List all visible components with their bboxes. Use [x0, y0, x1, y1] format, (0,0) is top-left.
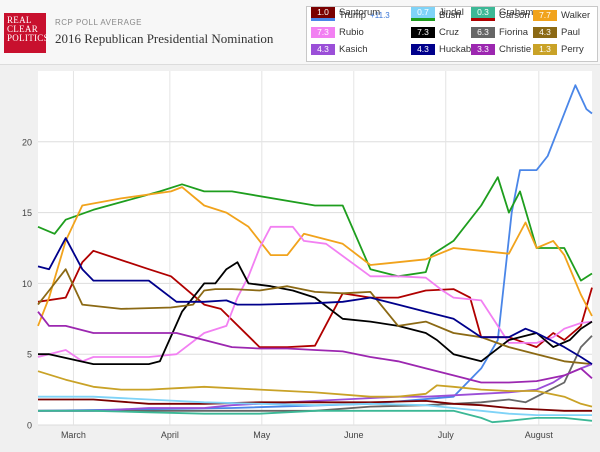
x-tick-label: August [525, 430, 554, 440]
legend-value: 7.7 [533, 10, 557, 21]
legend-label: Santorum [339, 7, 381, 18]
y-tick-label: 10 [22, 279, 32, 289]
series-line-perry [37, 370, 593, 408]
legend-value: 1.0 [311, 7, 335, 18]
series-line-christie [37, 311, 593, 384]
series-line-graham [38, 409, 593, 424]
legend-label: Kasich [339, 44, 368, 55]
y-tick-label: 0 [27, 421, 32, 431]
series-line-fiorina [38, 335, 593, 412]
legend-item-christie[interactable]: 3.3 Christie [471, 44, 531, 56]
legend-value: 7.3 [411, 27, 435, 38]
legend-item-santorum[interactable]: 1.0 Santorum [311, 7, 380, 19]
legend-value: 4.3 [311, 44, 335, 55]
legend-item-perry[interactable]: 1.3 Perry [533, 44, 584, 56]
legend-value: 6.3 [471, 27, 495, 38]
legend-item-walker[interactable]: 7.7 Walker [533, 10, 590, 22]
legend-item-cruz[interactable]: 7.3 Cruz [411, 27, 459, 39]
y-tick-label: 20 [22, 137, 32, 147]
legend-label: Fiorina [499, 27, 529, 38]
series-line-paul [37, 268, 593, 365]
chart-subtitle: RCP POLL AVERAGE [55, 18, 142, 27]
x-tick-label: June [344, 430, 364, 440]
legend-item-jindal[interactable]: 0.7 Jindal [411, 7, 464, 19]
legend-label: Trump [339, 10, 367, 21]
legend-change: +11.3 [370, 11, 390, 20]
legend: 22.0Trump+11.310.7Bush9.7Carson7.7Walker… [306, 6, 598, 62]
legend-label: Graham [499, 7, 534, 18]
legend-label: Perry [561, 44, 584, 55]
legend-label: Rubio [339, 27, 364, 38]
rcp-logo: REAL CLEAR POLITICS [4, 13, 49, 53]
legend-label: Huckabee [439, 44, 482, 55]
legend-label: Paul [561, 27, 581, 38]
x-tick-label: April [161, 430, 179, 440]
legend-label: Carson [499, 10, 530, 21]
y-tick-label: 15 [22, 208, 32, 218]
legend-label: Bush [439, 10, 461, 21]
legend-label: Jindal [439, 7, 464, 18]
series-line-rubio [37, 225, 593, 363]
legend-value: 4.3 [411, 44, 435, 55]
legend-item-paul[interactable]: 4.3 Paul [533, 27, 580, 39]
legend-value: 0.3 [471, 7, 495, 18]
legend-item-fiorina[interactable]: 6.3 Fiorina [471, 27, 528, 39]
x-tick-label: March [61, 430, 86, 440]
legend-item-kasich[interactable]: 4.3 Kasich [311, 44, 368, 56]
chart-title: 2016 Republican Presidential Nomination [55, 31, 274, 46]
series-line-huckabee [37, 237, 593, 365]
series-line-santorum [38, 398, 592, 412]
poll-line-chart: 0 5 10 15 20 March April May June July August [22, 71, 593, 440]
legend-value: 7.3 [311, 27, 335, 38]
legend-label: Christie [499, 44, 532, 55]
series-line-walker [37, 186, 593, 327]
series-line-carson [37, 249, 593, 348]
legend-value: 0.7 [411, 7, 435, 18]
legend-item-graham[interactable]: 0.3 Graham [471, 7, 533, 19]
legend-value: 4.3 [533, 27, 557, 38]
legend-label: Cruz [439, 27, 460, 38]
x-tick-label: July [438, 430, 455, 440]
chart-header: REAL CLEAR POLITICS RCP POLL AVERAGE 201… [0, 0, 600, 65]
legend-value: 1.3 [533, 44, 557, 55]
legend-value: 3.3 [471, 44, 495, 55]
x-tick-label: May [253, 430, 271, 440]
plot-area [38, 71, 592, 425]
series-line-jindal [38, 395, 592, 416]
y-tick-label: 5 [27, 350, 32, 360]
legend-item-rubio[interactable]: 7.3 Rubio [311, 27, 364, 39]
legend-item-huckabee[interactable]: 4.3 Huckabee [411, 44, 482, 56]
series-line-cruz [38, 261, 593, 365]
legend-label: Walker [561, 10, 591, 21]
